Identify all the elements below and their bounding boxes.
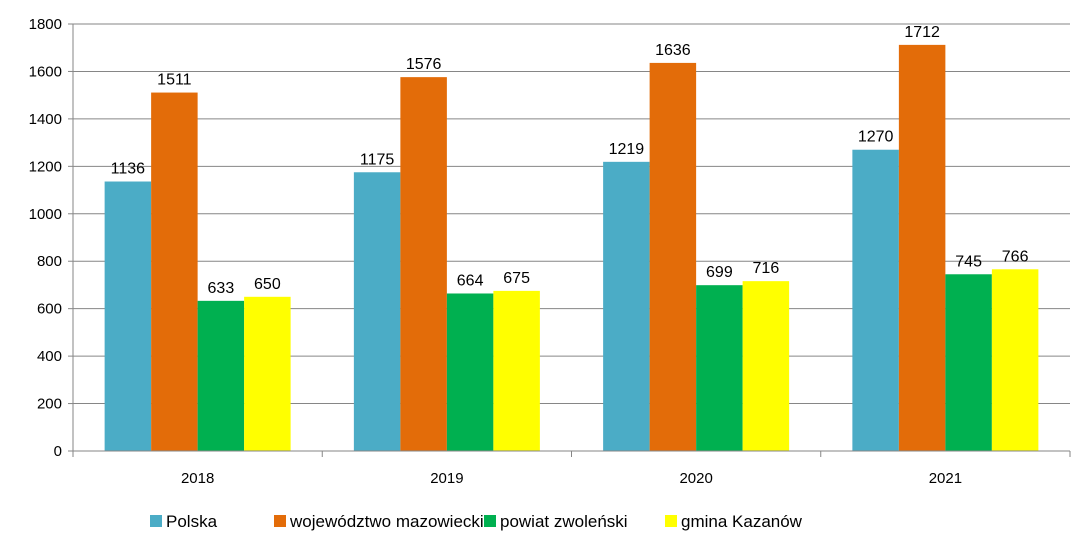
x-axis-tick-labels: 2018 2019 2020 2021 — [181, 470, 962, 487]
bar — [151, 92, 198, 451]
data-label: 1270 — [858, 129, 894, 146]
data-label: 1136 — [111, 161, 146, 178]
data-label: 699 — [706, 264, 733, 281]
legend-label: województwo mazowieckie — [289, 512, 493, 531]
y-tick-label: 1000 — [29, 206, 62, 223]
y-tick-label: 400 — [37, 348, 62, 365]
bar — [898, 44, 946, 452]
bars — [104, 44, 1039, 452]
x-tick-label: 2018 — [181, 470, 214, 487]
x-tick-label: 2019 — [430, 470, 463, 487]
data-label: 1511 — [157, 72, 192, 89]
legend-swatch — [484, 515, 496, 527]
y-tick-label: 1200 — [29, 158, 62, 175]
data-labels: 1136 1511 633 650 1175 1576 664 675 1219 1636 699 7… — [111, 24, 1029, 297]
data-label: 1175 — [360, 151, 395, 168]
bar — [244, 296, 291, 451]
bar — [493, 290, 540, 451]
bar — [197, 300, 245, 451]
y-axis-tick-labels: 0 200 400 600 800 1000 1200 1400 1600 1800 — [29, 16, 62, 460]
bar — [696, 285, 743, 451]
bar — [991, 269, 1039, 451]
bar — [104, 181, 152, 451]
y-tick-label: 200 — [37, 396, 62, 413]
legend-label: Polska — [166, 512, 218, 531]
legend-swatch — [150, 515, 162, 527]
data-label: 633 — [208, 280, 235, 297]
bar — [353, 172, 401, 451]
y-tick-label: 0 — [54, 443, 62, 460]
data-label: 1636 — [655, 42, 691, 59]
data-label: 1576 — [406, 56, 442, 73]
data-label: 664 — [457, 272, 484, 289]
legend: Polska województwo mazowieckie powiat zwol… — [150, 512, 803, 531]
bar — [603, 161, 650, 451]
data-label: 1219 — [609, 141, 645, 158]
bar — [446, 293, 494, 451]
bar — [945, 274, 992, 451]
legend-swatch — [665, 515, 677, 527]
bar — [400, 77, 447, 451]
x-tick-label: 2020 — [679, 470, 712, 487]
legend-swatch — [274, 515, 286, 527]
legend-label: gmina Kazanów — [681, 512, 803, 531]
data-label: 766 — [1002, 248, 1029, 265]
y-tick-label: 1600 — [29, 63, 62, 80]
data-label: 1712 — [904, 24, 940, 41]
bar — [649, 62, 697, 451]
data-label: 716 — [753, 260, 780, 277]
legend-label: powiat zwoleński — [500, 512, 628, 531]
data-label: 650 — [254, 276, 281, 293]
y-tick-label: 1400 — [29, 111, 62, 128]
y-tick-label: 600 — [37, 301, 62, 318]
x-tick-label: 2021 — [929, 470, 962, 487]
bar — [852, 149, 899, 451]
axes — [68, 23, 1071, 457]
y-tick-label: 800 — [37, 253, 62, 270]
bar — [742, 281, 790, 451]
data-label: 675 — [503, 270, 530, 287]
data-label: 745 — [955, 253, 982, 270]
y-tick-label: 1800 — [29, 16, 62, 33]
